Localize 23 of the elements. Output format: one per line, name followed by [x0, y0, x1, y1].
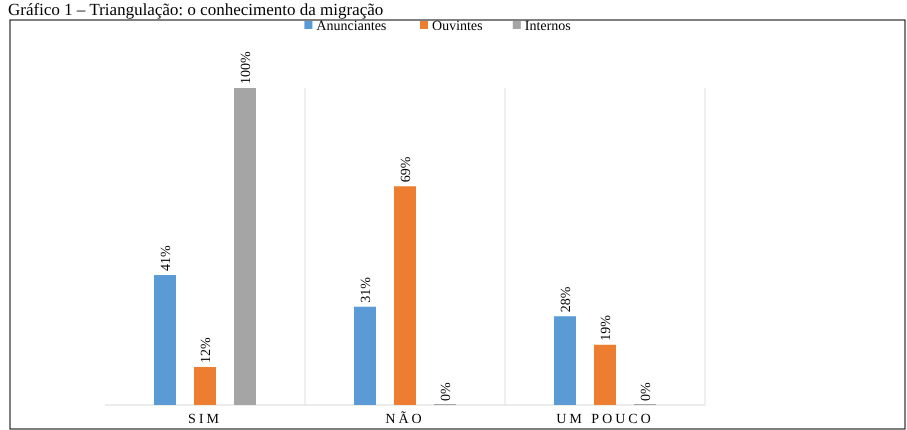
data-label: 19% [599, 314, 614, 341]
x-tick-label: NÃO [385, 411, 425, 427]
bar [194, 366, 216, 405]
bar [354, 306, 376, 405]
data-label: 28% [559, 286, 574, 312]
legend-label: Internos [524, 19, 571, 34]
x-tick-label: UM POUCO [556, 412, 654, 427]
chart-title: Gráfico 1 – Triangulação: o conhecimento da migração [8, 0, 384, 19]
data-label: 100% [239, 51, 254, 84]
data-label: 12% [199, 336, 214, 363]
bar [594, 344, 616, 405]
bar [154, 275, 176, 405]
x-tick-label: SIM [188, 412, 222, 427]
legend-label: Ouvintes [432, 19, 483, 34]
bar [554, 316, 576, 405]
bar [394, 186, 416, 405]
legend-label: Anunciantes [316, 19, 386, 34]
data-label: 41% [159, 245, 174, 272]
data-label: 69% [399, 156, 414, 182]
data-label: 31% [359, 276, 374, 303]
data-label: 0% [639, 382, 654, 401]
bar [234, 88, 256, 405]
data-label: 0% [439, 382, 454, 401]
